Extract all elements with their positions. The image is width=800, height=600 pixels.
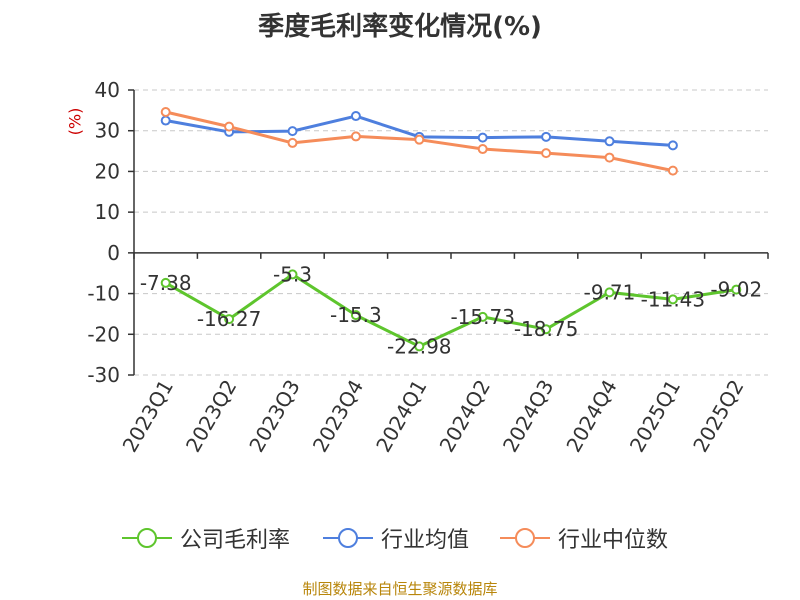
x-tick-label: 2023Q1	[118, 376, 178, 457]
data-label: -18.75	[514, 317, 578, 341]
y-tick-label: -10	[87, 282, 120, 306]
x-tick-label: 2024Q4	[561, 376, 621, 457]
y-tick-label: -20	[87, 322, 120, 346]
data-label: -9.71	[584, 280, 636, 304]
data-point-0	[287, 269, 298, 280]
x-tick-label: 2024Q2	[435, 376, 495, 457]
data-point-2	[224, 121, 235, 132]
x-tick-label: 2025Q2	[688, 376, 748, 457]
data-point-0	[224, 314, 235, 325]
data-label: -11.43	[641, 287, 705, 311]
legend-marker-company-margin	[122, 528, 172, 548]
data-point-0	[414, 341, 425, 352]
legend-label-industry-average: 行业均值	[381, 528, 470, 553]
data-point-0	[350, 310, 361, 321]
data-label: -15.3	[330, 303, 382, 327]
legend-marker-industry-average	[323, 528, 373, 548]
data-point-0	[541, 324, 552, 335]
data-point-1	[541, 131, 552, 142]
data-label: -9.02	[710, 278, 762, 302]
data-label: -5.3	[273, 262, 312, 286]
legend-label-industry-median: 行业中位数	[558, 528, 669, 553]
y-tick-label: 20	[95, 159, 120, 183]
x-tick-label: 2023Q3	[244, 376, 304, 457]
source-footer: 制图数据来自恒生聚源数据库	[302, 580, 498, 598]
x-tick-label: 2024Q1	[371, 376, 431, 457]
data-label: -22.98	[387, 334, 451, 358]
series-line-0	[164, 272, 737, 348]
y-tick-label: -30	[87, 363, 120, 387]
x-tick-label: 2023Q4	[308, 376, 368, 457]
y-tick-label: 30	[95, 119, 120, 143]
data-label: -7.38	[140, 271, 192, 295]
data-point-1	[160, 115, 171, 126]
y-tick-label: 40	[95, 78, 120, 102]
y-tick-label: 10	[95, 200, 120, 224]
x-tick-label: 2023Q2	[181, 376, 241, 457]
legend-item-industry-median[interactable]: 行业中位数	[500, 518, 668, 558]
data-point-2	[287, 137, 298, 148]
legend-marker-industry-median	[500, 528, 550, 548]
data-label: -16.27	[197, 307, 261, 331]
data-point-0	[477, 311, 488, 322]
data-point-2	[350, 131, 361, 142]
data-point-2	[541, 148, 552, 159]
data-point-2	[604, 152, 615, 163]
legend-item-company-margin[interactable]: 公司毛利率	[122, 518, 290, 558]
data-point-1	[604, 136, 615, 147]
data-point-0	[667, 294, 678, 305]
data-point-2	[160, 106, 171, 117]
x-tick-label: 2024Q3	[498, 376, 558, 457]
data-point-1	[350, 111, 361, 122]
data-point-2	[667, 165, 678, 176]
data-point-0	[160, 277, 171, 288]
line-chart: -30 -20 -10 0 10 20 30 40 2023Q1 2023Q2 2023Q3 2023…	[87, 78, 769, 457]
data-point-0	[731, 284, 742, 295]
legend: 公司毛利率 行业均值 行业中位数	[0, 518, 800, 558]
legend-item-industry-average[interactable]: 行业均值	[323, 518, 469, 558]
data-label: -15.73	[450, 305, 514, 329]
legend-label-company-margin: 公司毛利率	[180, 528, 291, 553]
data-point-1	[287, 126, 298, 137]
data-point-2	[414, 134, 425, 145]
x-tick-label: 2025Q1	[625, 376, 685, 457]
y-tick-label: 0	[107, 241, 120, 265]
data-point-2	[477, 144, 488, 155]
data-point-1	[667, 140, 678, 151]
data-point-0	[604, 287, 615, 298]
chart-title: 季度毛利率变化情况(%)	[258, 12, 542, 42]
data-point-1	[477, 132, 488, 143]
